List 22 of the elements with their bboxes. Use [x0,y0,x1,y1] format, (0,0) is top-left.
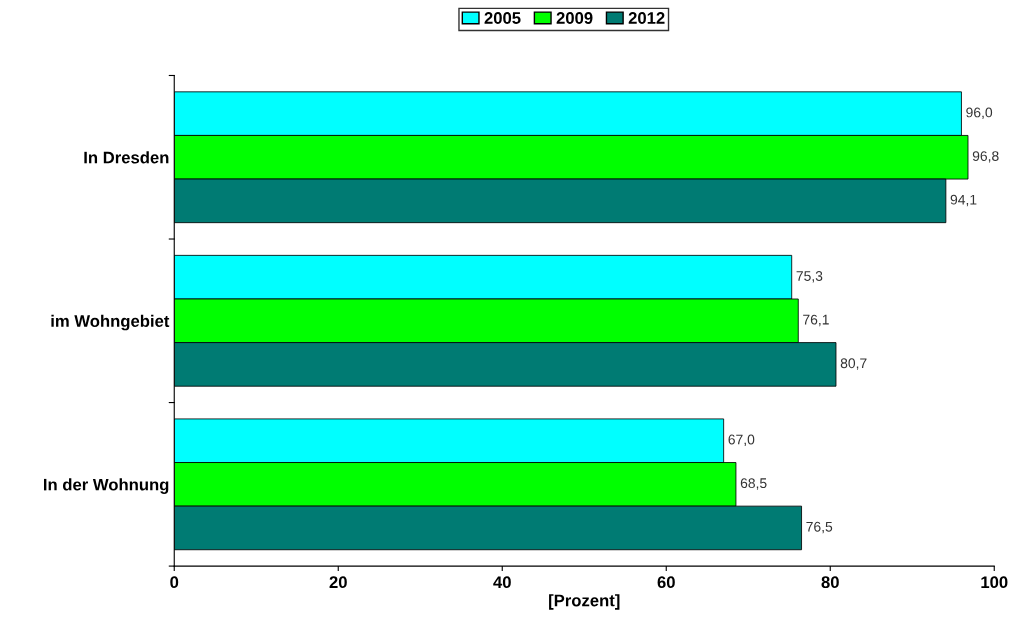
x-tick-label: 80 [821,576,839,589]
x-tick-label: 60 [657,576,675,589]
x-tick-label: 100 [981,576,1008,589]
y-tick-label: In der Wohnung [43,478,169,494]
data-label: 96,8 [972,151,999,163]
data-label: 75,3 [796,271,823,283]
data-label: 76,5 [806,521,833,534]
y-tick-label: In Dresden [84,151,169,164]
data-label: 80,7 [840,358,867,370]
x-tick-label: 20 [329,576,347,589]
legend-label: 2009 [556,12,593,24]
x-tick-label: 40 [493,576,511,589]
data-label: 96,0 [966,107,993,120]
data-label: 76,1 [803,314,829,327]
data-label: 94,1 [950,194,977,207]
x-tick-label: 0 [170,576,179,589]
data-label: 68,5 [740,478,767,490]
data-label: 67,0 [728,434,755,447]
legend-label: 2005 [484,12,521,24]
legend-label: 2012 [628,12,665,24]
x-axis-title: [Prozent] [549,594,620,610]
y-tick-label: im Wohngebiet [51,314,170,331]
